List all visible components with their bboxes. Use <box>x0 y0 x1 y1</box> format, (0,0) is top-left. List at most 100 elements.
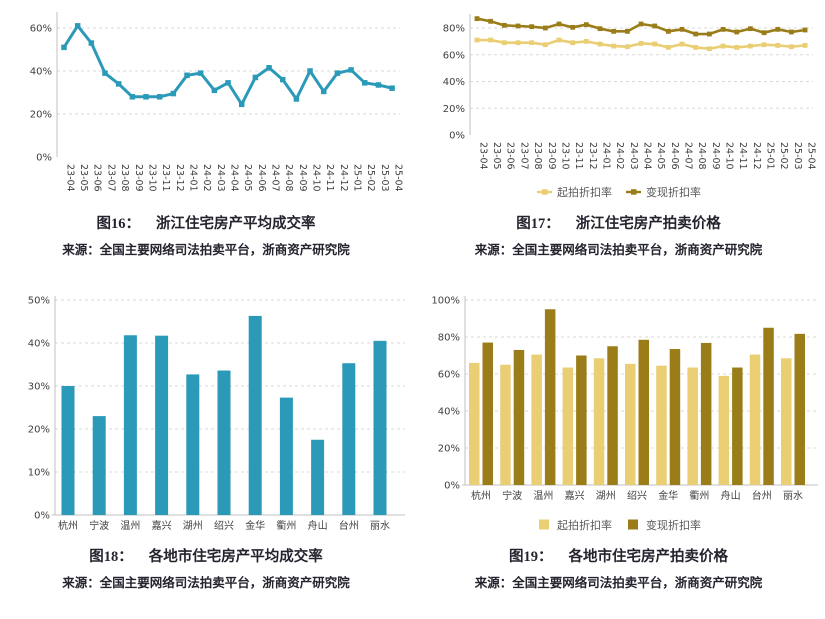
svg-text:23-05: 23-05 <box>78 164 89 192</box>
fig19-bar-chart: 0% 20% 40% 60% 80% 100% 杭州 宁波 温州 嘉兴 湖州 绍兴 金华 衢州 舟山 台州 丽水… <box>431 296 818 532</box>
fig16-caption-label: 图16： <box>96 216 141 232</box>
svg-text:25-02: 25-02 <box>778 142 789 170</box>
svg-text:金华: 金华 <box>658 489 678 502</box>
fig16-source: 来源：全国主要网络司法拍卖平台，浙商资产研究院 <box>62 243 350 258</box>
svg-text:25-04: 25-04 <box>392 164 403 192</box>
svg-text:25-02: 25-02 <box>365 164 376 192</box>
svg-text:25-04: 25-04 <box>805 142 816 170</box>
svg-text:嘉兴: 嘉兴 <box>152 519 172 532</box>
svg-text:23-12: 23-12 <box>586 142 597 170</box>
svg-text:0%: 0% <box>444 481 460 492</box>
fig18-caption-label: 图18： <box>89 549 133 565</box>
svg-text:24-12: 24-12 <box>338 164 349 192</box>
svg-text:24-03: 24-03 <box>215 164 226 192</box>
svg-text:23-11: 23-11 <box>573 142 584 170</box>
svg-text:绍兴: 绍兴 <box>627 489 647 502</box>
svg-text:舟山: 舟山 <box>720 489 740 502</box>
fig18-caption: 图18： 各地市住宅房产平均成交率 <box>89 549 323 566</box>
svg-text:衢州: 衢州 <box>689 490 709 502</box>
svg-text:24-10: 24-10 <box>723 142 734 170</box>
svg-text:23-09: 23-09 <box>133 164 144 192</box>
fig18-caption-title: 各地市住宅房产平均成交率 <box>148 549 323 565</box>
svg-text:舟山: 舟山 <box>308 519 328 532</box>
svg-text:变现折扣率: 变现折扣率 <box>646 185 701 199</box>
svg-text:24-12: 24-12 <box>750 142 761 170</box>
svg-text:23-07: 23-07 <box>518 142 529 170</box>
svg-text:25-03: 25-03 <box>379 164 390 192</box>
svg-text:24-09: 24-09 <box>297 164 308 192</box>
fig18-bar-chart: 0% 10% 20% 30% 40% 50% 杭州 宁波 温州 嘉兴 湖州 绍兴 金华 衢州 舟山 台州 丽水 <box>28 296 405 532</box>
svg-text:台州: 台州 <box>751 489 771 502</box>
svg-text:40%: 40% <box>30 67 52 78</box>
svg-text:宁波: 宁波 <box>502 489 522 502</box>
svg-text:24-03: 24-03 <box>627 142 638 170</box>
svg-text:24-09: 24-09 <box>709 142 720 170</box>
figure-18-panel: 0% 10% 20% 30% 40% 50% 杭州 宁波 温州 嘉兴 湖州 绍兴 金华 衢州 舟山 台州 丽水 … <box>0 288 412 619</box>
fig17-caption-title: 浙江住宅房产拍卖价格 <box>575 216 721 232</box>
svg-text:丽水: 丽水 <box>783 490 803 502</box>
svg-text:23-09: 23-09 <box>545 142 556 170</box>
svg-text:24-02: 24-02 <box>201 164 212 192</box>
svg-text:24-04: 24-04 <box>228 164 239 192</box>
svg-text:24-05: 24-05 <box>655 142 666 170</box>
svg-text:丽水: 丽水 <box>370 520 390 532</box>
svg-text:23-10: 23-10 <box>146 164 157 192</box>
svg-text:80%: 80% <box>442 24 464 35</box>
svg-text:40%: 40% <box>28 339 50 350</box>
svg-text:杭州: 杭州 <box>471 489 491 502</box>
svg-text:20%: 20% <box>28 425 50 436</box>
svg-text:温州: 温州 <box>533 490 553 502</box>
svg-text:24-01: 24-01 <box>187 164 198 192</box>
svg-text:40%: 40% <box>442 77 464 88</box>
svg-text:40%: 40% <box>437 407 459 418</box>
svg-text:50%: 50% <box>28 296 50 307</box>
svg-text:23-07: 23-07 <box>105 164 116 192</box>
svg-text:0%: 0% <box>36 153 52 164</box>
svg-text:杭州: 杭州 <box>58 519 78 532</box>
svg-text:24-04: 24-04 <box>641 142 652 170</box>
svg-text:100%: 100% <box>431 296 460 307</box>
svg-text:0%: 0% <box>34 511 50 522</box>
svg-text:24-01: 24-01 <box>600 142 611 170</box>
svg-text:23-10: 23-10 <box>559 142 570 170</box>
svg-text:23-05: 23-05 <box>491 142 502 170</box>
svg-text:60%: 60% <box>437 370 459 381</box>
svg-text:60%: 60% <box>442 50 464 61</box>
svg-text:24-05: 24-05 <box>242 164 253 192</box>
svg-text:变现折扣率: 变现折扣率 <box>646 518 701 532</box>
svg-text:24-11: 24-11 <box>324 164 335 192</box>
svg-text:绍兴: 绍兴 <box>214 519 234 532</box>
svg-text:24-07: 24-07 <box>269 164 280 192</box>
svg-text:0%: 0% <box>449 131 465 142</box>
svg-text:80%: 80% <box>437 333 459 344</box>
svg-text:24-08: 24-08 <box>283 164 294 192</box>
fig19-caption-title: 各地市住宅房产拍卖价格 <box>568 549 729 565</box>
fig19-caption-label: 图19： <box>509 549 553 565</box>
figure-16-panel: 0% 20% 40% 60% 23-04 23-05 23-06 23-07 23-08 23-0… <box>0 0 412 288</box>
svg-text:嘉兴: 嘉兴 <box>564 489 584 502</box>
svg-text:24-11: 24-11 <box>737 142 748 170</box>
fig17-caption: 图17： 浙江住宅房产拍卖价格 <box>516 216 721 233</box>
svg-text:10%: 10% <box>28 468 50 479</box>
svg-text:23-11: 23-11 <box>160 164 171 192</box>
svg-text:衢州: 衢州 <box>276 520 296 532</box>
svg-text:23-04: 23-04 <box>477 142 488 170</box>
svg-text:60%: 60% <box>30 24 52 35</box>
fig17-line-chart: 0%20%40%60%80%23-04 23-05 23-06 23-07 23-08 2… <box>442 14 816 199</box>
svg-text:23-06: 23-06 <box>504 142 515 170</box>
svg-text:23-08: 23-08 <box>532 142 543 170</box>
svg-text:23-12: 23-12 <box>174 164 185 192</box>
svg-text:24-08: 24-08 <box>696 142 707 170</box>
fig17-caption-label: 图17： <box>516 216 560 232</box>
svg-text:20%: 20% <box>442 104 464 115</box>
svg-text:24-02: 24-02 <box>614 142 625 170</box>
svg-text:湖州: 湖州 <box>183 520 203 532</box>
fig18-source: 来源：全国主要网络司法拍卖平台，浙商资产研究院 <box>62 576 350 591</box>
svg-text:24-10: 24-10 <box>310 164 321 192</box>
svg-text:23-04: 23-04 <box>64 164 75 192</box>
svg-text:宁波: 宁波 <box>89 519 109 532</box>
fig19-source: 来源：全国主要网络司法拍卖平台，浙商资产研究院 <box>474 576 763 591</box>
svg-text:湖州: 湖州 <box>595 490 615 502</box>
fig17-source: 来源：全国主要网络司法拍卖平台，浙商资产研究院 <box>474 243 763 258</box>
